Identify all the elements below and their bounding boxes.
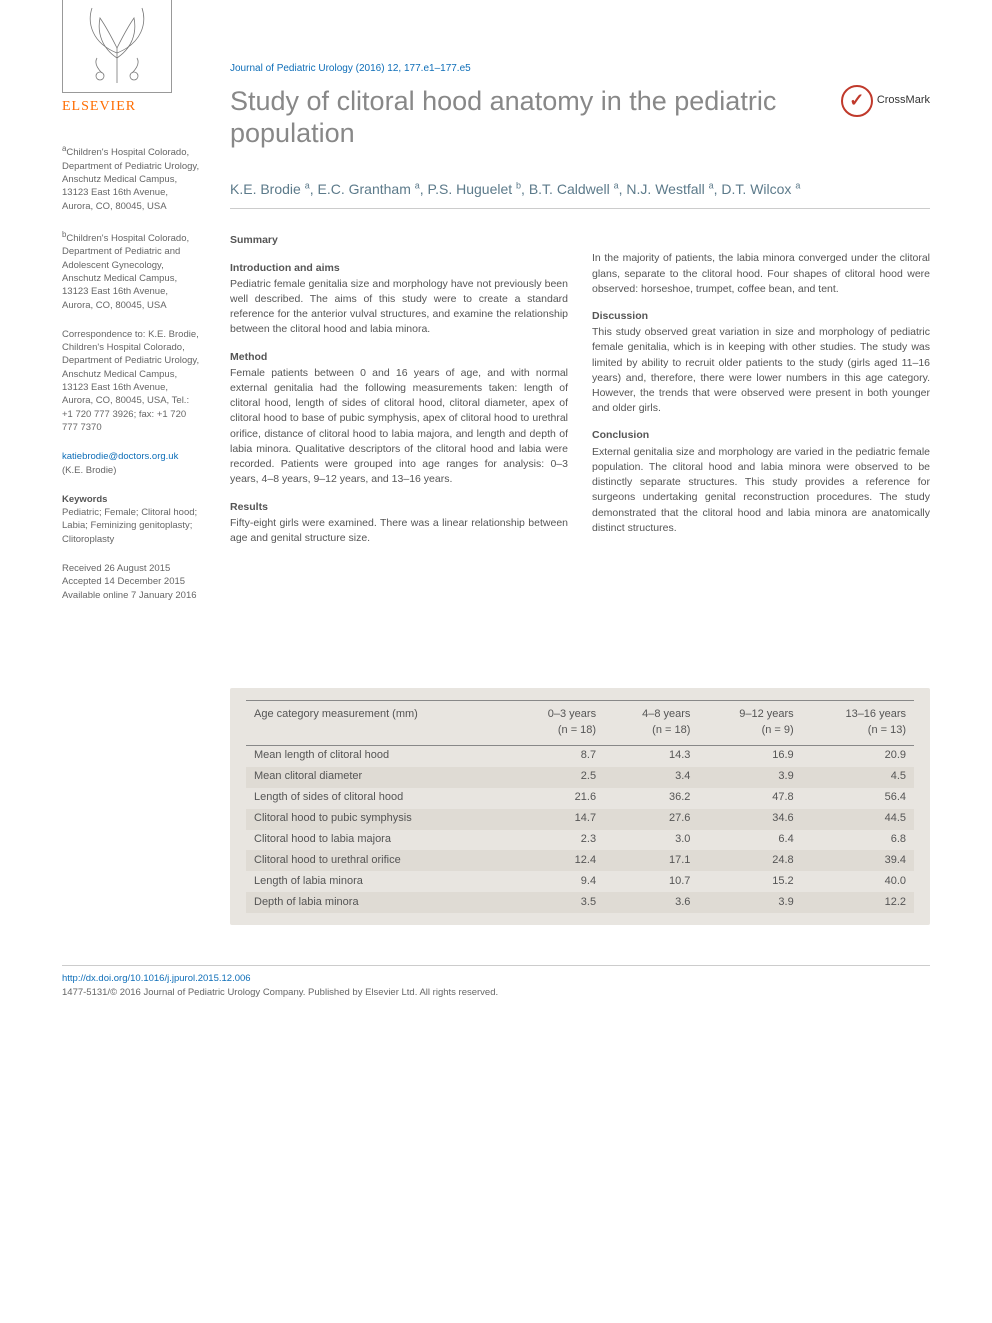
table-cell: 2.3 bbox=[510, 830, 604, 851]
table-row: Clitoral hood to urethral orifice12.417.… bbox=[246, 850, 914, 871]
table-cell: Clitoral hood to labia majora bbox=[246, 830, 510, 851]
divider bbox=[230, 208, 930, 209]
summary-content: Summary Introduction and aims Pediatric … bbox=[230, 233, 930, 618]
email-name: (K.E. Brodie) bbox=[62, 465, 116, 476]
table-cell: 34.6 bbox=[698, 809, 801, 830]
email-link[interactable]: katiebrodie@doctors.org.uk bbox=[62, 451, 178, 462]
conclusion-heading: Conclusion bbox=[592, 428, 930, 443]
table-cell: 8.7 bbox=[510, 745, 604, 766]
table-cell: 12.4 bbox=[510, 850, 604, 871]
table-cell: Length of labia minora bbox=[246, 871, 510, 892]
table-cell: 15.2 bbox=[698, 871, 801, 892]
table-cell: 24.8 bbox=[698, 850, 801, 871]
table-cell: 39.4 bbox=[802, 850, 914, 871]
left-sidebar: ELSEVIER aChildren's Hospital Colorado, … bbox=[62, 233, 200, 618]
discussion-text: This study observed great variation in s… bbox=[592, 325, 930, 416]
table-cell: 17.1 bbox=[604, 850, 698, 871]
affiliation-b: bChildren's Hospital Colorado, Departmen… bbox=[62, 229, 200, 312]
table-cell: 9.4 bbox=[510, 871, 604, 892]
table-col-header: 9–12 years(n = 9) bbox=[698, 700, 801, 745]
table-row: Clitoral hood to pubic symphysis14.727.6… bbox=[246, 809, 914, 830]
table-row: Length of labia minora9.410.715.240.0 bbox=[246, 871, 914, 892]
intro-heading: Introduction and aims bbox=[230, 261, 568, 276]
table-header-row: Age category measurement (mm)0–3 years(n… bbox=[246, 700, 914, 745]
correspondence: Correspondence to: K.E. Brodie, Children… bbox=[62, 328, 200, 434]
intro-text: Pediatric female genitalia size and morp… bbox=[230, 277, 568, 338]
table-body: Mean length of clitoral hood8.714.316.92… bbox=[246, 745, 914, 913]
table-cell: 6.4 bbox=[698, 830, 801, 851]
table-cell: 16.9 bbox=[698, 745, 801, 766]
table-row: Clitoral hood to labia majora2.33.06.46.… bbox=[246, 830, 914, 851]
table-cell: 20.9 bbox=[802, 745, 914, 766]
elsevier-wordmark: ELSEVIER bbox=[62, 97, 172, 117]
table-cell: 3.5 bbox=[510, 892, 604, 913]
table-cell: 36.2 bbox=[604, 788, 698, 809]
table-cell: 56.4 bbox=[802, 788, 914, 809]
table-row: Length of sides of clitoral hood21.636.2… bbox=[246, 788, 914, 809]
keywords-block: Keywords Pediatric; Female; Clitoral hoo… bbox=[62, 493, 200, 546]
method-text: Female patients between 0 and 16 years o… bbox=[230, 366, 568, 488]
table-cell: 3.4 bbox=[604, 767, 698, 788]
table-cell: 3.0 bbox=[604, 830, 698, 851]
results-heading: Results bbox=[230, 500, 568, 515]
affiliation-a: aChildren's Hospital Colorado, Departmen… bbox=[62, 143, 200, 213]
table-cell: 12.2 bbox=[802, 892, 914, 913]
table-row: Mean clitoral diameter2.53.43.94.5 bbox=[246, 767, 914, 788]
table-col-header: 13–16 years(n = 13) bbox=[802, 700, 914, 745]
table-cell: Clitoral hood to pubic symphysis bbox=[246, 809, 510, 830]
table-cell: 3.9 bbox=[698, 767, 801, 788]
table-cell: 6.8 bbox=[802, 830, 914, 851]
conclusion-text: External genitalia size and morphology a… bbox=[592, 445, 930, 536]
elsevier-tree-icon bbox=[62, 0, 172, 93]
article-dates: Received 26 August 2015Accepted 14 Decem… bbox=[62, 562, 200, 602]
summary-heading: Summary bbox=[230, 233, 568, 248]
journal-reference: Journal of Pediatric Urology (2016) 12, … bbox=[230, 62, 930, 77]
summary-col-left: Summary Introduction and aims Pediatric … bbox=[230, 233, 568, 618]
table-cell: 40.0 bbox=[802, 871, 914, 892]
table-cell: 3.6 bbox=[604, 892, 698, 913]
copyright-text: 1477-5131/© 2016 Journal of Pediatric Ur… bbox=[62, 987, 498, 998]
keywords-label: Keywords bbox=[62, 494, 107, 505]
measurements-table: Age category measurement (mm)0–3 years(n… bbox=[246, 700, 914, 913]
crossmark-icon: ✓ bbox=[841, 85, 873, 117]
results-text-2: In the majority of patients, the labia m… bbox=[592, 251, 930, 297]
table-cell: 4.5 bbox=[802, 767, 914, 788]
table-cell: 27.6 bbox=[604, 809, 698, 830]
discussion-heading: Discussion bbox=[592, 309, 930, 324]
table-col-header: 0–3 years(n = 18) bbox=[510, 700, 604, 745]
table-cell: Mean length of clitoral hood bbox=[246, 745, 510, 766]
table-cell: Depth of labia minora bbox=[246, 892, 510, 913]
table-cell: 10.7 bbox=[604, 871, 698, 892]
correspondence-email: katiebrodie@doctors.org.uk (K.E. Brodie) bbox=[62, 450, 200, 477]
method-heading: Method bbox=[230, 350, 568, 365]
table-cell: 44.5 bbox=[802, 809, 914, 830]
keywords: Pediatric; Female; Clitoral hood; Labia;… bbox=[62, 507, 197, 545]
table-col-header: Age category measurement (mm) bbox=[246, 700, 510, 745]
table-cell: Clitoral hood to urethral orifice bbox=[246, 850, 510, 871]
table-cell: 2.5 bbox=[510, 767, 604, 788]
measurements-table-wrap: Age category measurement (mm)0–3 years(n… bbox=[230, 688, 930, 925]
table-col-header: 4–8 years(n = 18) bbox=[604, 700, 698, 745]
elsevier-logo: ELSEVIER bbox=[62, 0, 172, 123]
table-cell: 47.8 bbox=[698, 788, 801, 809]
summary-col-right: In the majority of patients, the labia m… bbox=[592, 233, 930, 618]
results-text-1: Fifty-eight girls were examined. There w… bbox=[230, 516, 568, 546]
table-cell: Mean clitoral diameter bbox=[246, 767, 510, 788]
table-row: Depth of labia minora3.53.63.912.2 bbox=[246, 892, 914, 913]
table-cell: 21.6 bbox=[510, 788, 604, 809]
crossmark-label: CrossMark bbox=[877, 93, 930, 109]
crossmark-badge[interactable]: ✓ CrossMark bbox=[841, 85, 930, 117]
table-row: Mean length of clitoral hood8.714.316.92… bbox=[246, 745, 914, 766]
table-cell: 14.7 bbox=[510, 809, 604, 830]
article-title: Study of clitoral hood anatomy in the pe… bbox=[230, 85, 841, 150]
table-cell: Length of sides of clitoral hood bbox=[246, 788, 510, 809]
table-cell: 14.3 bbox=[604, 745, 698, 766]
authors-list: K.E. Brodie a, E.C. Grantham a, P.S. Hug… bbox=[230, 179, 930, 200]
page-footer: http://dx.doi.org/10.1016/j.jpurol.2015.… bbox=[62, 965, 930, 1000]
table-cell: 3.9 bbox=[698, 892, 801, 913]
doi-link[interactable]: http://dx.doi.org/10.1016/j.jpurol.2015.… bbox=[62, 973, 251, 984]
